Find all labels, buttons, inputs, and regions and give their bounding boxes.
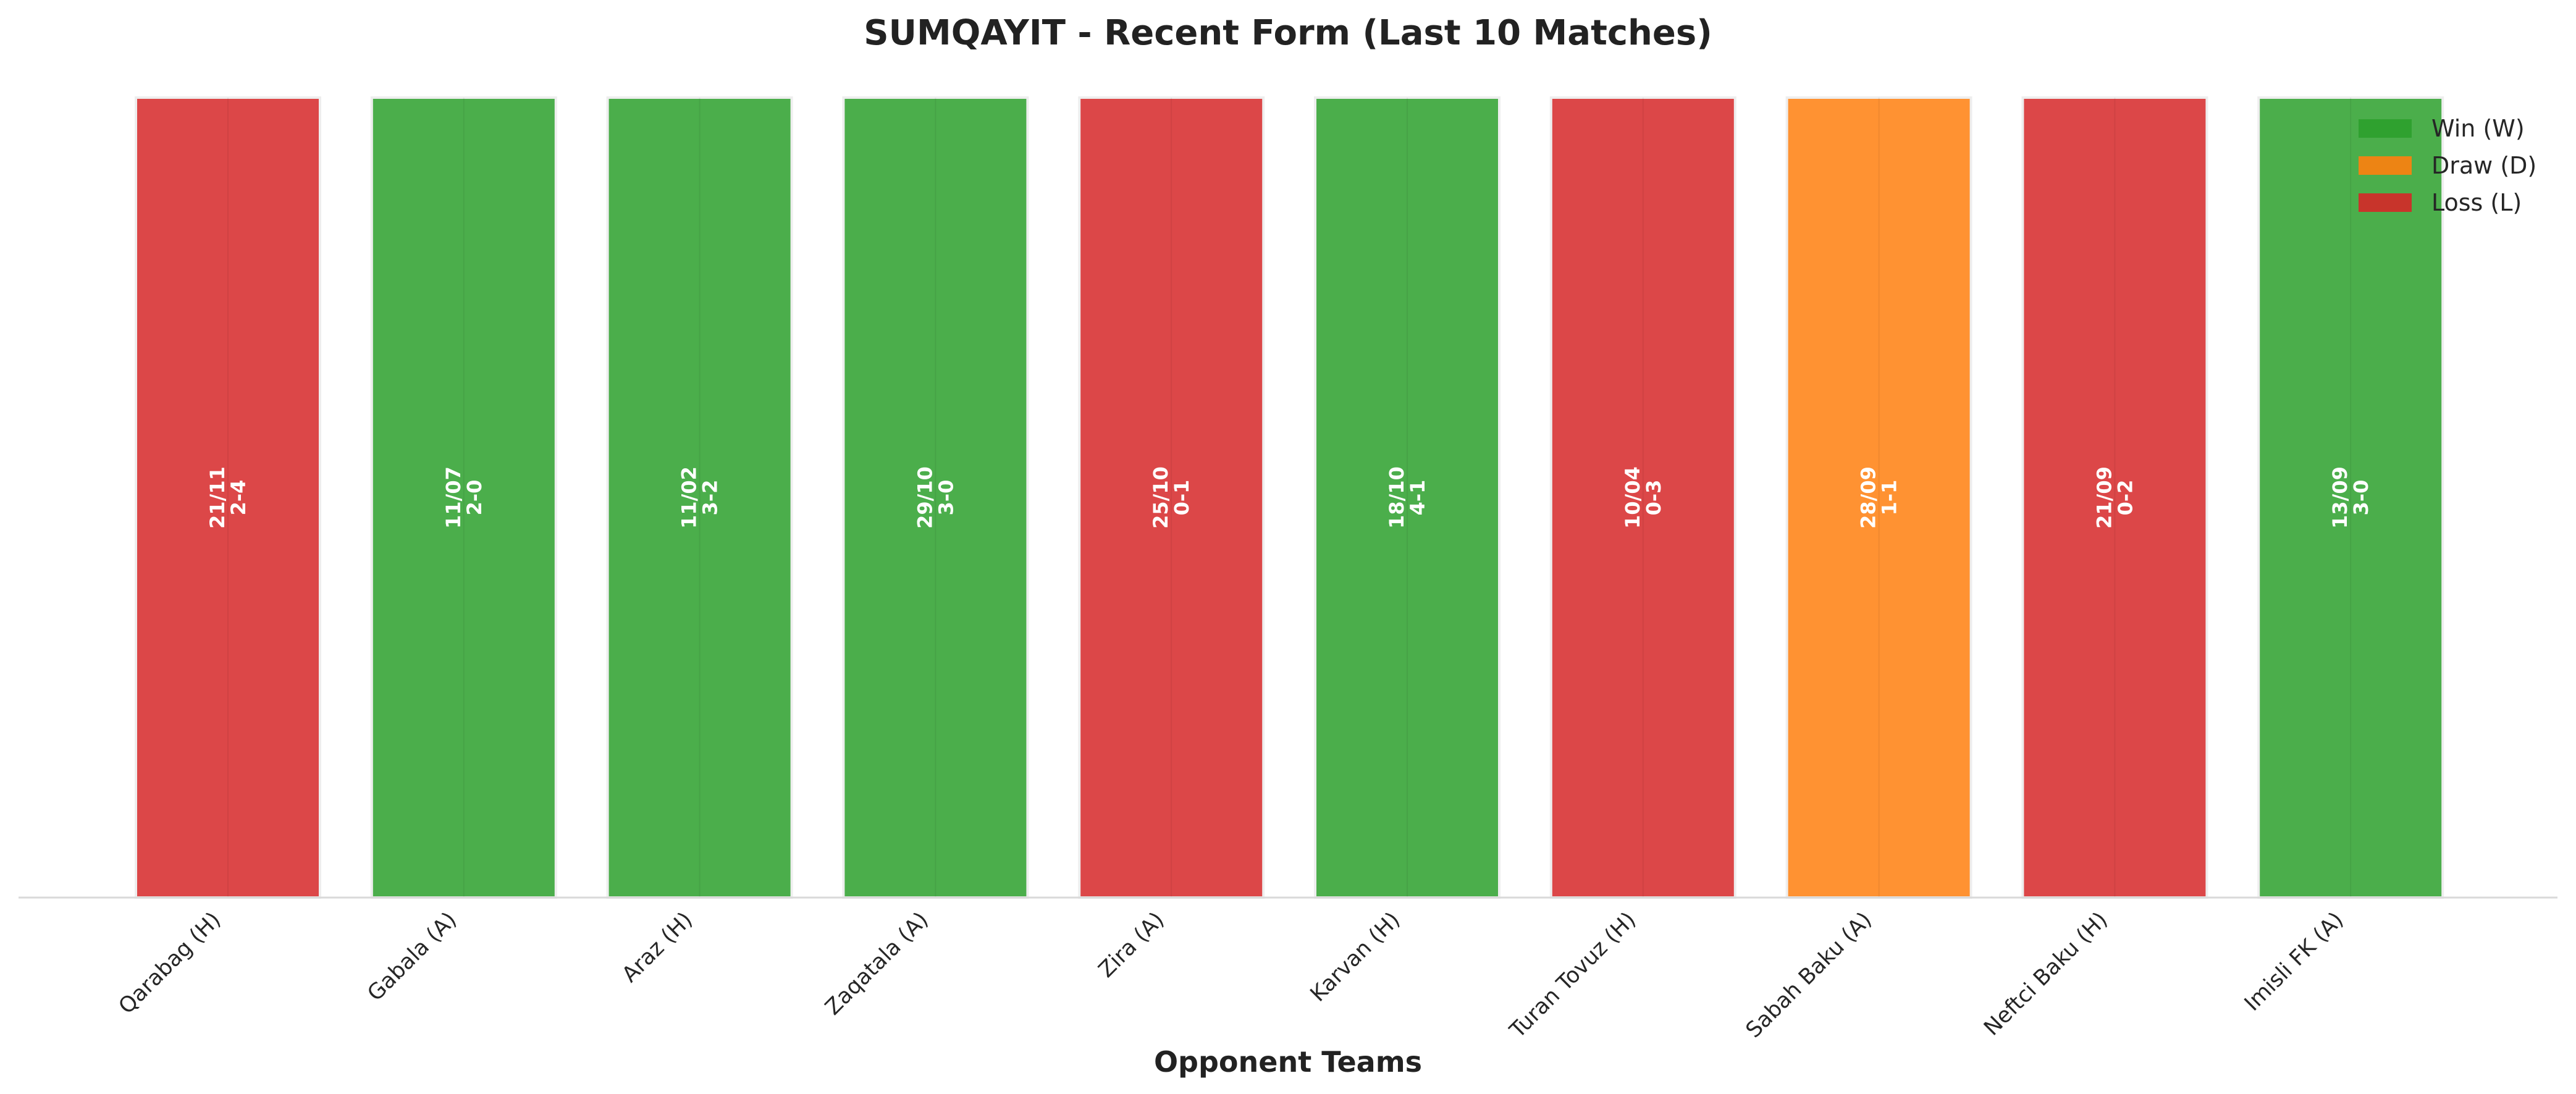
bar-label-8: 28/091-1	[1857, 466, 1901, 529]
x-tick-label-8: Sabah Baku (A)	[1741, 907, 1877, 1043]
bar-score-10: 3-0	[2349, 480, 2373, 516]
bar-label-10: 13/093-0	[2328, 466, 2373, 529]
bar-score-1: 2-4	[227, 480, 250, 516]
bar-10	[2257, 96, 2444, 899]
x-tick-label-5: Zira (A)	[1094, 907, 1169, 983]
bar-7	[1549, 96, 1736, 899]
x-tick-label-7: Turan Tovuz (H)	[1505, 907, 1641, 1043]
bar-label-2: 11/072-0	[442, 466, 486, 529]
bar-score-8: 1-1	[1878, 480, 1901, 516]
x-tick-label-1: Qarabag (H)	[114, 907, 226, 1019]
bar-label-1: 21/112-4	[206, 466, 250, 529]
legend: Win (W) Draw (D) Loss (L)	[2359, 115, 2536, 216]
x-tick-label-9: Neftci Baku (H)	[1979, 907, 2113, 1041]
bars-group: 21/112-4 11/072-0 11/023-2 29/103-0 25/100-1…	[135, 96, 2444, 899]
bar-label-7: 10/040-3	[1621, 466, 1665, 529]
bar-6	[1314, 96, 1501, 899]
x-tick-label-4: Zaqatala (A)	[820, 907, 933, 1020]
bar-1	[135, 96, 321, 899]
bar-date-6: 18/10	[1385, 466, 1408, 529]
bar-date-2: 11/07	[442, 466, 465, 529]
bar-score-9: 0-2	[2113, 480, 2137, 516]
bar-date-7: 10/04	[1621, 466, 1644, 529]
bar-date-5: 25/10	[1149, 466, 1172, 529]
chart-title: SUMQAYIT - Recent Form (Last 10 Matches)	[864, 13, 1712, 53]
bar-score-7: 0-3	[1642, 480, 1665, 516]
bar-label-4: 29/103-0	[913, 466, 958, 529]
bar-5	[1078, 96, 1265, 899]
bar-date-9: 21/09	[2092, 466, 2116, 529]
legend-label-w: Win (W)	[2431, 115, 2525, 142]
x-tick-labels: Qarabag (H) Gabala (A) Araz (H) Zaqatala (A…	[114, 907, 2349, 1043]
legend-label-l: Loss (L)	[2431, 189, 2522, 216]
bar-4	[842, 96, 1029, 899]
bar-date-4: 29/10	[913, 466, 937, 529]
legend-swatch-l	[2359, 193, 2412, 212]
bar-label-5: 25/100-1	[1149, 466, 1193, 529]
bar-score-6: 4-1	[1406, 480, 1429, 516]
legend-label-d: Draw (D)	[2431, 152, 2536, 179]
bar-date-1: 21/11	[206, 466, 229, 529]
legend-swatch-d	[2359, 156, 2412, 175]
x-tick-label-6: Karvan (H)	[1306, 907, 1405, 1007]
bar-score-2: 2-0	[463, 480, 486, 516]
bar-label-9: 21/090-2	[2092, 466, 2137, 529]
bar-date-8: 28/09	[1857, 466, 1880, 529]
bar-date-10: 13/09	[2328, 466, 2352, 529]
bar-score-3: 3-2	[699, 480, 722, 516]
bar-label-3: 11/023-2	[678, 466, 722, 529]
x-tick-label-2: Gabala (A)	[363, 907, 462, 1006]
bar-date-3: 11/02	[678, 466, 701, 529]
bar-label-6: 18/104-1	[1385, 466, 1429, 529]
x-axis-title: Opponent Teams	[1154, 1045, 1422, 1079]
bar-score-5: 0-1	[1170, 480, 1193, 516]
bar-score-4: 3-0	[934, 480, 958, 516]
x-tick-label-3: Araz (H)	[618, 907, 697, 987]
bar-3	[606, 96, 793, 899]
bar-2	[370, 96, 557, 899]
x-tick-label-10: Imisli FK (A)	[2240, 907, 2349, 1016]
legend-swatch-w	[2359, 119, 2412, 138]
